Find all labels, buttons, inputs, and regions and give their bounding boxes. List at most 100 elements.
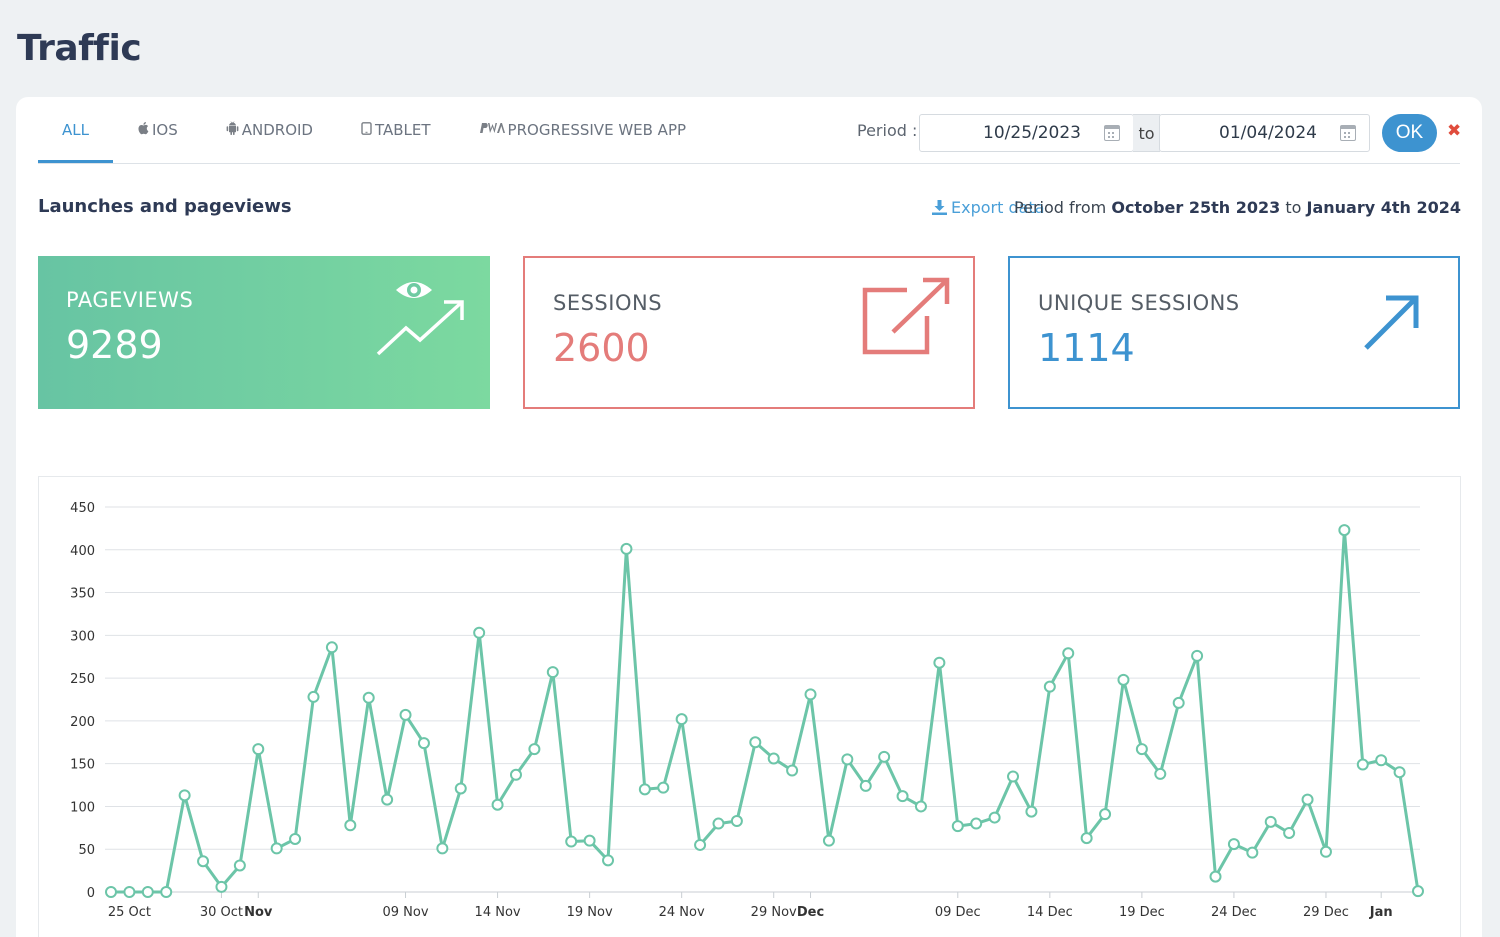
data-point (546, 666, 559, 679)
y-tick-label: 50 (78, 843, 95, 858)
data-point (1227, 838, 1240, 851)
x-tick-label: 30 Oct (200, 905, 243, 920)
x-tick-label: Nov (244, 905, 273, 920)
export-data-link[interactable]: Export data (932, 198, 1045, 217)
calendar-icon[interactable] (1104, 125, 1120, 141)
data-point (1025, 805, 1038, 818)
data-point (1080, 832, 1093, 845)
data-point (197, 855, 210, 868)
x-tick-label: 25 Oct (108, 905, 151, 920)
data-point (307, 690, 320, 703)
pageviews-card: PAGEVIEWS 9289 (38, 256, 490, 409)
data-point (951, 820, 964, 833)
data-point (233, 859, 246, 872)
data-point (1375, 754, 1388, 767)
series-line (111, 528, 1420, 894)
data-point (1246, 846, 1259, 859)
data-point (1007, 770, 1020, 783)
data-point (620, 542, 633, 555)
data-point (657, 781, 670, 794)
data-point (252, 743, 265, 756)
period-start-value: 10/25/2023 (983, 123, 1081, 143)
x-tick-label: 14 Nov (475, 905, 521, 920)
data-point (988, 811, 1001, 824)
sessions-value: 2600 (553, 326, 650, 370)
data-point (160, 886, 173, 898)
data-point (1301, 793, 1314, 806)
data-point (749, 736, 762, 749)
period-to-label: to (1133, 114, 1160, 152)
data-point (1338, 524, 1351, 537)
x-tick-label: 29 Nov (751, 905, 797, 920)
data-point (1099, 808, 1112, 821)
y-tick-label: 300 (70, 629, 95, 644)
data-point (878, 750, 891, 763)
x-tick-label: 09 Dec (935, 905, 981, 920)
tab-android[interactable]: ANDROID (202, 97, 337, 163)
tab-ios[interactable]: IOS (113, 97, 202, 163)
tab-all[interactable]: ALL (38, 97, 113, 163)
data-point (1264, 815, 1277, 828)
platform-tabs: ALL IOS ANDROID TABLET PROGRESSIVE WEB A… (38, 97, 710, 163)
data-point (583, 834, 596, 847)
data-point (1283, 826, 1296, 839)
tab-pwa[interactable]: PROGRESSIVE WEB APP (455, 97, 711, 163)
x-tick-label: 09 Nov (383, 905, 429, 920)
data-point (1117, 673, 1130, 686)
period-summary-end: January 4th 2024 (1306, 198, 1462, 217)
data-point (105, 886, 117, 898)
x-tick-label: Jan (1369, 905, 1393, 920)
data-point (381, 793, 394, 806)
y-tick-label: 200 (70, 715, 95, 730)
external-link-icon (862, 277, 950, 355)
close-icon[interactable]: ✖ (1447, 121, 1462, 141)
data-point (675, 713, 688, 726)
y-tick-label: 350 (70, 587, 95, 602)
data-point (417, 737, 430, 750)
y-tick-label: 0 (87, 886, 95, 901)
period-start-input[interactable]: 10/25/2023 (919, 114, 1134, 152)
data-point (454, 782, 467, 795)
pageviews-label: PAGEVIEWS (66, 288, 194, 312)
unique-sessions-value: 1114 (1038, 326, 1135, 370)
data-point (822, 834, 835, 847)
data-point (1412, 885, 1424, 898)
data-point (362, 691, 375, 704)
data-point (325, 641, 338, 654)
data-point (767, 752, 780, 765)
android-icon (226, 121, 239, 139)
tab-tablet[interactable]: TABLET (337, 97, 455, 163)
sessions-label: SESSIONS (553, 291, 663, 315)
data-point (1356, 758, 1369, 771)
pageviews-value: 9289 (66, 323, 163, 367)
data-point (1172, 696, 1185, 709)
data-point (344, 819, 357, 832)
y-tick-label: 400 (70, 544, 95, 559)
page-title: Traffic (17, 28, 142, 69)
data-point (896, 790, 909, 803)
period-end-value: 01/04/2024 (1219, 123, 1317, 143)
y-tick-label: 450 (70, 501, 95, 516)
period-end-input[interactable]: 01/04/2024 (1159, 114, 1370, 152)
data-point (1191, 649, 1204, 662)
data-point (491, 798, 504, 811)
data-point (509, 768, 522, 781)
y-tick-label: 250 (70, 672, 95, 687)
period-summary-start: October 25th 2023 (1111, 198, 1281, 217)
data-point (712, 817, 725, 830)
ok-button[interactable]: OK (1382, 114, 1437, 152)
calendar-icon[interactable] (1340, 125, 1356, 141)
data-point (841, 753, 854, 766)
data-point (933, 656, 946, 669)
tab-ios-label: IOS (151, 121, 178, 139)
period-summary-prefix: Period from (1014, 198, 1107, 217)
tabs-divider (38, 163, 1460, 164)
y-tick-label: 100 (70, 800, 95, 815)
data-point (270, 842, 283, 855)
data-point (1209, 870, 1222, 883)
apple-icon (137, 121, 149, 139)
unique-sessions-label: UNIQUE SESSIONS (1038, 291, 1240, 315)
export-data-label: Export data (951, 198, 1045, 217)
x-tick-label: 19 Dec (1119, 905, 1165, 920)
data-point (215, 880, 228, 893)
